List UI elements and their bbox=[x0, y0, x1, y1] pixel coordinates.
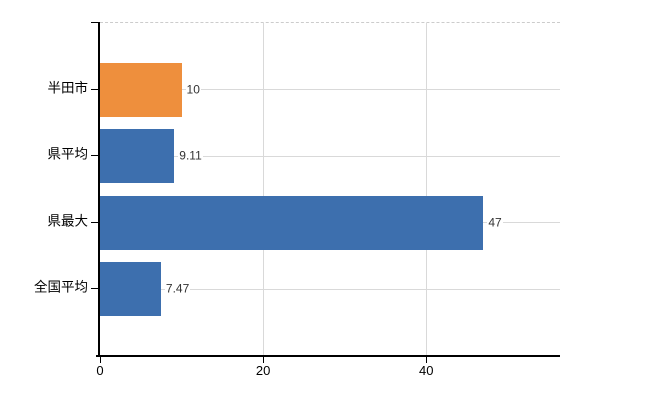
h-gridline bbox=[100, 155, 560, 157]
bar bbox=[100, 129, 175, 184]
category-label: 県平均 bbox=[47, 146, 89, 162]
h-gridline bbox=[100, 89, 560, 91]
category-label: 県最大 bbox=[47, 213, 89, 229]
bar bbox=[100, 62, 182, 117]
category-tick bbox=[91, 155, 99, 157]
v-gridline bbox=[263, 23, 265, 356]
x-tick-label: 0 bbox=[96, 363, 104, 378]
category-label: 半田市 bbox=[47, 80, 89, 96]
bar bbox=[100, 195, 484, 250]
value-label: 10 bbox=[185, 82, 201, 97]
x-tick bbox=[263, 357, 265, 363]
bar bbox=[100, 262, 161, 317]
y-axis-top-tick bbox=[91, 22, 99, 23]
value-label: 47 bbox=[487, 215, 503, 230]
x-tick bbox=[426, 357, 428, 363]
x-tick bbox=[100, 357, 101, 363]
x-axis bbox=[96, 355, 560, 357]
h-gridline bbox=[100, 288, 560, 290]
y-axis bbox=[98, 22, 100, 355]
x-tick-label: 40 bbox=[419, 363, 434, 378]
v-gridline bbox=[426, 23, 428, 356]
category-tick bbox=[91, 221, 99, 223]
value-label: 7.47 bbox=[164, 281, 191, 296]
category-tick bbox=[91, 288, 99, 290]
value-label: 9.11 bbox=[178, 148, 203, 163]
category-tick bbox=[91, 88, 99, 90]
plot-area: 10 9.11 47 7.47 bbox=[100, 22, 560, 356]
x-tick-label: 20 bbox=[255, 363, 271, 378]
category-label: 全国平均 bbox=[34, 279, 88, 295]
